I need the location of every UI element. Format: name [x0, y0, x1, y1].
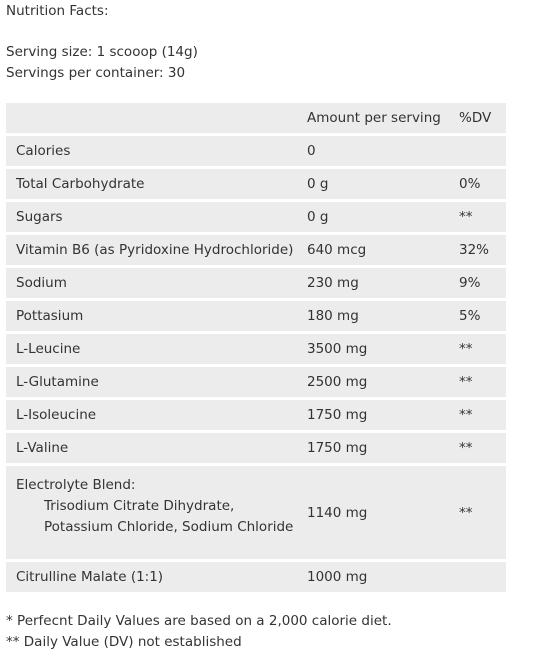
- nutrient-name: Electrolyte Blend:: [16, 477, 136, 493]
- nutrient-amount: 1750 mg: [307, 433, 459, 463]
- nutrient-amount: 0: [307, 136, 459, 166]
- nutrient-blend-cell: Electrolyte Blend: Trisodium Citrate Dih…: [6, 466, 307, 559]
- table-row: Electrolyte Blend: Trisodium Citrate Dih…: [6, 466, 506, 559]
- table-row: Sugars 0 g **: [6, 202, 506, 232]
- nutrient-amount: 640 mcg: [307, 235, 459, 265]
- nutrient-name: Sodium: [6, 268, 307, 298]
- table-row: Total Carbohydrate 0 g 0%: [6, 169, 506, 199]
- nutrient-dv: **: [459, 400, 506, 430]
- nutrient-name: Pottasium: [6, 301, 307, 331]
- nutrient-name: L-Isoleucine: [6, 400, 307, 430]
- table-row: L-Valine 1750 mg **: [6, 433, 506, 463]
- footnote: * Perfecnt Daily Values are based on a 2…: [6, 613, 392, 629]
- nutrition-table: Amount per serving %DV Calories 0 Total …: [6, 100, 506, 595]
- header-amount: Amount per serving: [307, 103, 459, 133]
- nutrient-dv: **: [459, 202, 506, 232]
- table-row: L-Leucine 3500 mg **: [6, 334, 506, 364]
- blend-component: Potassium Chloride, Sodium Chloride: [44, 519, 294, 535]
- nutrient-amount: 1750 mg: [307, 400, 459, 430]
- nutrient-dv: **: [459, 334, 506, 364]
- header-dv: %DV: [459, 103, 506, 133]
- nutrient-dv: 9%: [459, 268, 506, 298]
- nutrient-name: Vitamin B6 (as Pyridoxine Hydrochloride): [6, 235, 307, 265]
- nutrient-dv: 0%: [459, 169, 506, 199]
- nutrient-name: Sugars: [6, 202, 307, 232]
- nutrient-dv: **: [459, 433, 506, 463]
- nutrient-amount: 180 mg: [307, 301, 459, 331]
- serving-size: Serving size: 1 scooop (14g): [6, 44, 198, 60]
- nutrient-name: L-Leucine: [6, 334, 307, 364]
- nutrient-name: Calories: [6, 136, 307, 166]
- table-header-row: Amount per serving %DV: [6, 103, 506, 133]
- table-row: Sodium 230 mg 9%: [6, 268, 506, 298]
- table-row: Calories 0: [6, 136, 506, 166]
- nutrient-dv: **: [459, 367, 506, 397]
- nutrient-dv: **: [459, 466, 506, 559]
- nutrient-name: L-Glutamine: [6, 367, 307, 397]
- servings-per-container: Servings per container: 30: [6, 65, 186, 81]
- nutrient-amount: 2500 mg: [307, 367, 459, 397]
- blend-component: Trisodium Citrate Dihydrate,: [44, 498, 235, 514]
- nutrient-dv: 32%: [459, 235, 506, 265]
- table-row: Pottasium 180 mg 5%: [6, 301, 506, 331]
- table-row: L-Isoleucine 1750 mg **: [6, 400, 506, 430]
- serving-info: Serving size: 1 scooop (14g) Servings pe…: [6, 42, 198, 84]
- nutrient-name: Citrulline Malate (1:1): [6, 562, 307, 592]
- nutrient-amount: 3500 mg: [307, 334, 459, 364]
- nutrient-dv: [459, 562, 506, 592]
- footnote: ** Daily Value (DV) not established: [6, 634, 242, 650]
- nutrient-name: Total Carbohydrate: [6, 169, 307, 199]
- header-nutrient: [6, 103, 307, 133]
- nutrient-amount: 1000 mg: [307, 562, 459, 592]
- nutrient-dv: [459, 136, 506, 166]
- table-row: Citrulline Malate (1:1) 1000 mg: [6, 562, 506, 592]
- table-row: L-Glutamine 2500 mg **: [6, 367, 506, 397]
- nutrient-name: L-Valine: [6, 433, 307, 463]
- nutrition-facts-title: Nutrition Facts:: [6, 3, 109, 19]
- nutrient-amount: 0 g: [307, 169, 459, 199]
- table-row: Vitamin B6 (as Pyridoxine Hydrochloride)…: [6, 235, 506, 265]
- nutrient-amount: 1140 mg: [307, 466, 459, 559]
- nutrient-dv: 5%: [459, 301, 506, 331]
- nutrient-amount: 230 mg: [307, 268, 459, 298]
- nutrient-amount: 0 g: [307, 202, 459, 232]
- footnotes: * Perfecnt Daily Values are based on a 2…: [6, 611, 392, 653]
